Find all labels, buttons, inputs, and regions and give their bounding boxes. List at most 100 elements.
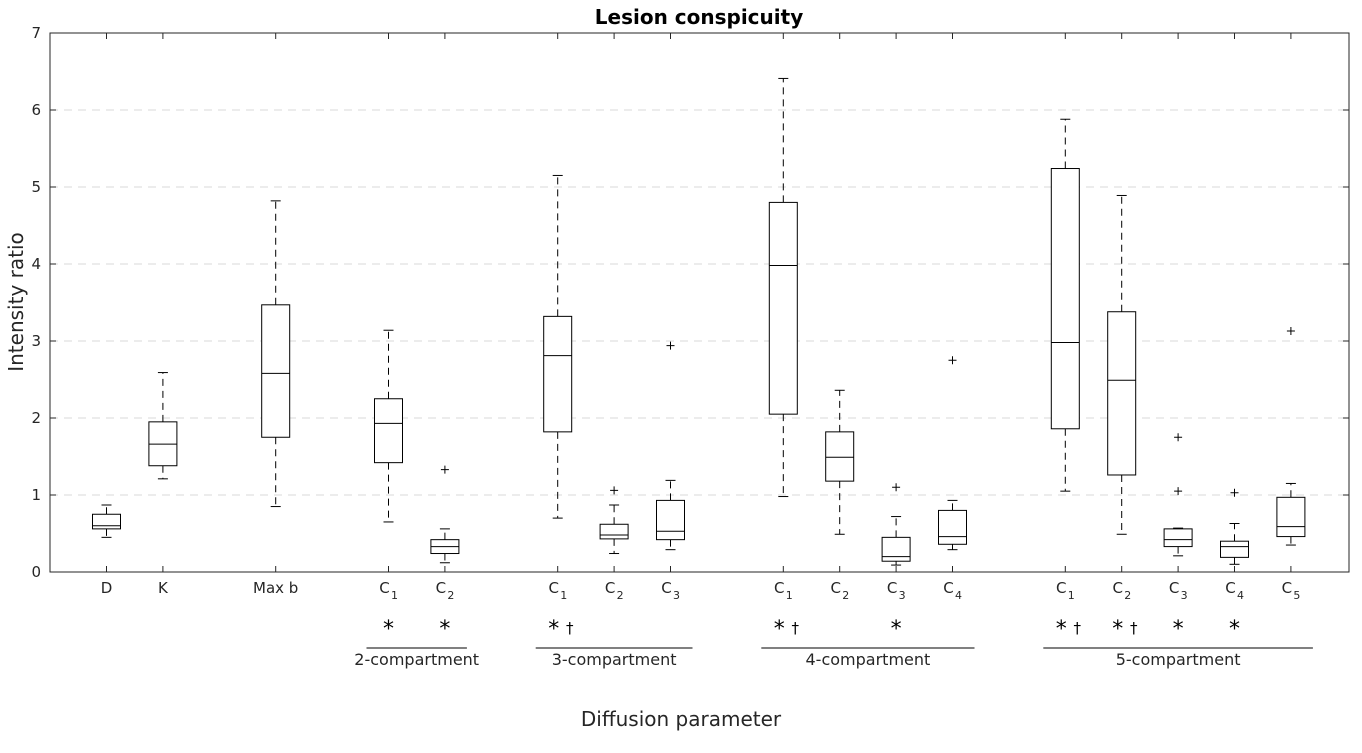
significance-star: * (774, 617, 785, 642)
category-label: D (101, 579, 113, 597)
box-c4_C1 (768, 77, 798, 498)
significance-star: * (1229, 617, 1240, 642)
category-label: C (379, 579, 389, 597)
y-tick-label: 5 (31, 178, 41, 196)
category-subscript: 5 (1293, 589, 1300, 602)
category-label: K (158, 579, 169, 597)
iqr-box (656, 499, 685, 541)
significance-star: * (1112, 617, 1123, 642)
category-label: Max b (253, 579, 298, 597)
grid-layer (50, 109, 1349, 496)
outlier-point (1286, 326, 1295, 335)
outlier-point (666, 341, 675, 350)
significance-star: * (1173, 617, 1184, 642)
box-c5_C4 (1220, 488, 1249, 565)
iqr-box (768, 201, 798, 415)
y-tick-label: 2 (31, 409, 41, 427)
category-subscript: 2 (1124, 589, 1131, 602)
outlier-point (1230, 488, 1239, 497)
category-label: C (830, 579, 840, 597)
box-c5_C3 (1163, 433, 1193, 557)
iqr-box (374, 398, 403, 464)
group-label: 2-compartment (354, 650, 479, 669)
category-subscript: 4 (955, 589, 962, 602)
outlier-point (440, 465, 449, 474)
category-subscript: 1 (391, 589, 398, 602)
y-tick-label: 3 (31, 332, 41, 350)
box-K (148, 372, 178, 480)
iqr-box (92, 513, 121, 530)
box-c5_C2 (1107, 194, 1137, 535)
significance-star: * (1056, 617, 1067, 642)
category-label: C (887, 579, 897, 597)
category-subscript: 2 (447, 589, 454, 602)
box-c4_C4 (938, 356, 967, 551)
category-subscript: 2 (842, 589, 849, 602)
category-label: C (774, 579, 784, 597)
category-label: C (605, 579, 615, 597)
category-label: C (1225, 579, 1235, 597)
outlier-point (1174, 433, 1183, 442)
group-label: 4-compartment (806, 650, 931, 669)
category-label: C (1169, 579, 1179, 597)
category-subscript: 1 (560, 589, 567, 602)
iqr-box (1107, 311, 1137, 476)
significance-dagger: † (1074, 619, 1082, 637)
iqr-box (1050, 168, 1080, 430)
outlier-point (610, 486, 619, 495)
chart-title: Lesion conspicuity (595, 5, 803, 29)
significance-dagger: † (1130, 619, 1138, 637)
y-tick-label: 7 (31, 24, 41, 42)
category-label: C (1282, 579, 1292, 597)
compartment-groups: 2-compartment 3-compartment 4-compartment 5… (354, 647, 1313, 669)
category-label: C (661, 579, 671, 597)
iqr-box (881, 536, 911, 562)
significance-dagger: † (792, 619, 800, 637)
box-c3_C1 (543, 174, 573, 519)
box-Maxb (261, 200, 291, 508)
y-tick-label: 4 (31, 255, 41, 273)
y-axis: 0 1 2 3 4 5 6 7 (31, 24, 1349, 581)
category-subscript: 3 (899, 589, 906, 602)
significance-dagger: † (566, 619, 574, 637)
box-D (92, 504, 121, 538)
category-label: C (1056, 579, 1066, 597)
x-axis-label: Diffusion parameter (581, 707, 782, 731)
box-c5_C1 (1050, 118, 1080, 492)
y-tick-label: 0 (31, 563, 41, 581)
plot-area-frame (49, 32, 1350, 573)
outlier-point (892, 483, 901, 492)
group-label: 3-compartment (552, 650, 677, 669)
y-tick-label: 6 (31, 101, 41, 119)
significance-star: * (891, 617, 902, 642)
group-label: 5-compartment (1116, 650, 1241, 669)
compartment-group: 5-compartment (1043, 647, 1313, 669)
significance-star: * (548, 617, 559, 642)
box-c3_C2 (599, 486, 629, 555)
x-axis: D K Max b C 1*C 2*C 1* †C 2 C 3 C 1* †C 2 C 3*C 4 C 1* †C 2* †… (101, 33, 1300, 642)
compartment-group: 3-compartment (535, 647, 693, 669)
box-c4_C3 (881, 483, 911, 566)
iqr-box (1276, 496, 1306, 538)
box-c2_C1 (374, 329, 403, 523)
category-label: C (436, 579, 446, 597)
outlier-point (948, 356, 957, 365)
iqr-box (1220, 540, 1249, 558)
category-subscript: 3 (1181, 589, 1188, 602)
y-tick-label: 1 (31, 486, 41, 504)
iqr-box (599, 523, 629, 540)
category-subscript: 1 (786, 589, 793, 602)
significance-star: * (383, 617, 394, 642)
y-axis-label: Intensity ratio (4, 232, 28, 372)
compartment-group: 4-compartment (761, 647, 975, 669)
iqr-box (543, 315, 573, 433)
category-label: C (1112, 579, 1122, 597)
category-subscript: 1 (1068, 589, 1075, 602)
category-subscript: 4 (1237, 589, 1244, 602)
category-label: C (943, 579, 953, 597)
significance-star: * (439, 617, 450, 642)
category-subscript: 2 (617, 589, 624, 602)
box-c5_C5 (1276, 326, 1306, 546)
box-c2_C2 (430, 465, 460, 564)
